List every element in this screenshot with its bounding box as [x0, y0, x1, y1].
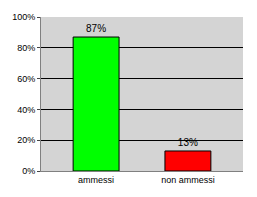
svg-text:13%: 13%: [178, 137, 198, 148]
svg-text:20%: 20%: [17, 135, 35, 145]
svg-text:100%: 100%: [12, 12, 35, 22]
svg-text:87%: 87%: [86, 23, 106, 34]
svg-text:ammessi: ammessi: [78, 175, 114, 185]
svg-text:40%: 40%: [17, 105, 35, 115]
svg-text:80%: 80%: [17, 43, 35, 53]
svg-text:non ammessi: non ammessi: [161, 175, 215, 185]
svg-text:0%: 0%: [22, 166, 35, 176]
svg-text:60%: 60%: [17, 74, 35, 84]
